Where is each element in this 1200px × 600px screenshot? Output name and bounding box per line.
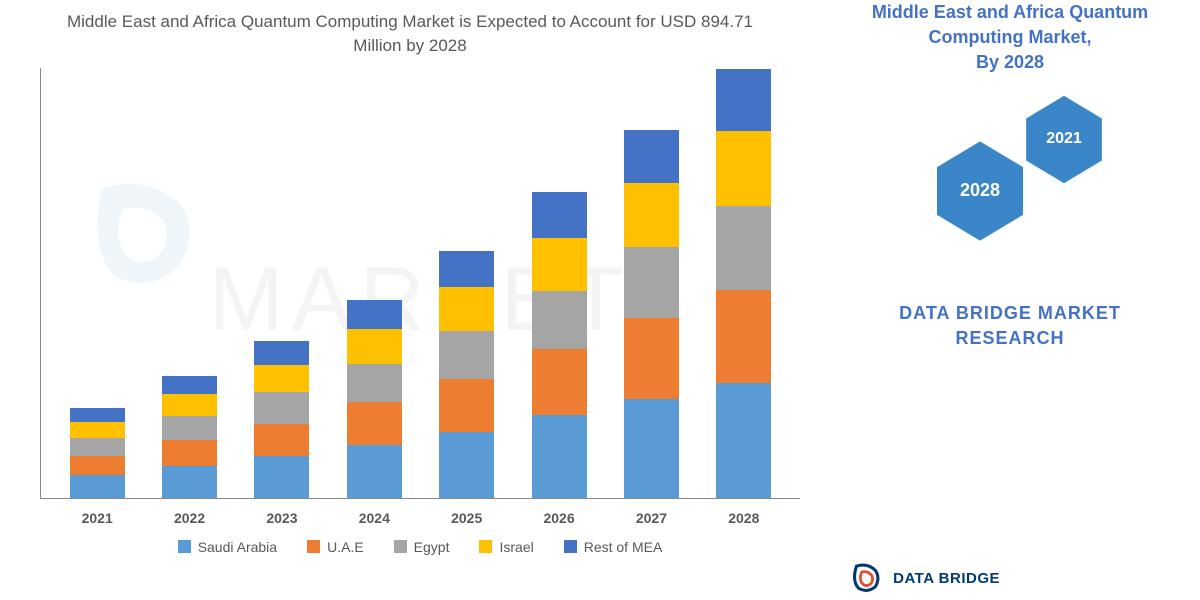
brand-text: DATA BRIDGE MARKET RESEARCH: [840, 301, 1180, 351]
legend-swatch: [307, 540, 320, 553]
bar-segment: [532, 291, 587, 350]
bar-segment: [716, 290, 771, 383]
legend-label: Israel: [499, 539, 533, 555]
bar-stack: [70, 408, 125, 498]
legend-label: Saudi Arabia: [198, 539, 277, 555]
bar-stack: [624, 130, 679, 498]
legend-swatch: [479, 540, 492, 553]
bar-group-2021: 2021: [62, 408, 132, 498]
bar-segment: [162, 440, 217, 466]
legend-swatch: [564, 540, 577, 553]
bar-segment: [162, 466, 217, 498]
bar-segment: [347, 329, 402, 364]
legend-item: Israel: [479, 539, 533, 555]
hexagon-2021: 2021: [1020, 91, 1108, 188]
bar-segment: [347, 300, 402, 329]
bar-segment: [716, 69, 771, 131]
legend-label: Rest of MEA: [584, 539, 663, 555]
hexagon-2028-label: 2028: [960, 180, 1000, 201]
bar-segment: [347, 402, 402, 444]
bar-segment: [347, 445, 402, 498]
legend-item: Saudi Arabia: [178, 539, 277, 555]
legend-label: Egypt: [414, 539, 450, 555]
x-axis-label: 2024: [359, 510, 390, 526]
chart-legend: Saudi Arabia U.A.E Egypt Israel Rest of MEA: [40, 539, 800, 555]
bar-group-2027: 2027: [616, 130, 686, 498]
bar-group-2025: 2025: [432, 251, 502, 498]
bar-segment: [162, 394, 217, 416]
x-axis-label: 2022: [174, 510, 205, 526]
bar-segment: [532, 238, 587, 291]
hexagon-2028: 2028: [930, 136, 1030, 246]
bar-stack: [439, 251, 494, 498]
bar-segment: [70, 422, 125, 438]
x-axis-label: 2025: [451, 510, 482, 526]
bar-group-2023: 2023: [247, 341, 317, 497]
hexagon-2021-label: 2021: [1046, 130, 1082, 148]
side-panel-title: Middle East and Africa Quantum Computing…: [840, 0, 1180, 76]
brand-line-1: DATA BRIDGE MARKET: [899, 303, 1121, 323]
bar-group-2024: 2024: [339, 300, 409, 498]
x-axis-label: 2023: [266, 510, 297, 526]
bar-segment: [70, 456, 125, 474]
bar-segment: [624, 318, 679, 399]
bar-stack: [347, 300, 402, 498]
bar-segment: [532, 192, 587, 238]
side-title-line-2: Computing Market,: [928, 27, 1091, 47]
bar-segment: [347, 364, 402, 402]
bar-segment: [624, 399, 679, 498]
side-title-line-1: Middle East and Africa Quantum: [872, 2, 1148, 22]
legend-swatch: [178, 540, 191, 553]
bar-segment: [532, 349, 587, 415]
x-axis-label: 2027: [636, 510, 667, 526]
bar-segment: [162, 416, 217, 440]
bar-segment: [439, 287, 494, 331]
chart-section: Middle East and Africa Quantum Computing…: [0, 0, 820, 600]
bar-segment: [70, 408, 125, 422]
x-axis-label: 2021: [82, 510, 113, 526]
bar-group-2022: 2022: [155, 376, 225, 498]
bar-stack: [254, 341, 309, 497]
bar-segment: [624, 183, 679, 247]
bar-segment: [70, 475, 125, 498]
bar-segment: [624, 130, 679, 183]
bar-segment: [532, 415, 587, 497]
chart-title: Middle East and Africa Quantum Computing…: [20, 10, 800, 58]
legend-label: U.A.E: [327, 539, 364, 555]
bar-stack: [716, 69, 771, 498]
bar-segment: [439, 379, 494, 432]
hexagon-graphic: 2028 2021: [840, 96, 1180, 276]
bar-stack: [532, 192, 587, 498]
brand-line-2: RESEARCH: [955, 328, 1064, 348]
bar-segment: [254, 365, 309, 392]
x-axis-label: 2026: [543, 510, 574, 526]
bar-segment: [254, 424, 309, 457]
bar-group-2028: 2028: [709, 69, 779, 498]
legend-item: Egypt: [394, 539, 450, 555]
bar-segment: [439, 251, 494, 288]
bar-segment: [439, 331, 494, 379]
bar-segment: [716, 206, 771, 290]
legend-swatch: [394, 540, 407, 553]
bar-segment: [162, 376, 217, 394]
bar-segment: [624, 247, 679, 318]
bar-segment: [70, 438, 125, 456]
bar-segment: [716, 383, 771, 497]
chart-plot-area: 2021 2022 2023 2024 2025 2026 2027 2028: [40, 68, 800, 499]
bar-segment: [439, 432, 494, 498]
legend-item: U.A.E: [307, 539, 364, 555]
x-axis-label: 2028: [728, 510, 759, 526]
bar-stack: [162, 376, 217, 498]
side-title-line-3: By 2028: [976, 52, 1044, 72]
side-panel: Middle East and Africa Quantum Computing…: [820, 0, 1200, 600]
bar-segment: [254, 456, 309, 497]
bar-segment: [716, 131, 771, 206]
bar-group-2026: 2026: [524, 192, 594, 498]
legend-item: Rest of MEA: [564, 539, 663, 555]
bar-segment: [254, 341, 309, 365]
bar-segment: [254, 392, 309, 423]
